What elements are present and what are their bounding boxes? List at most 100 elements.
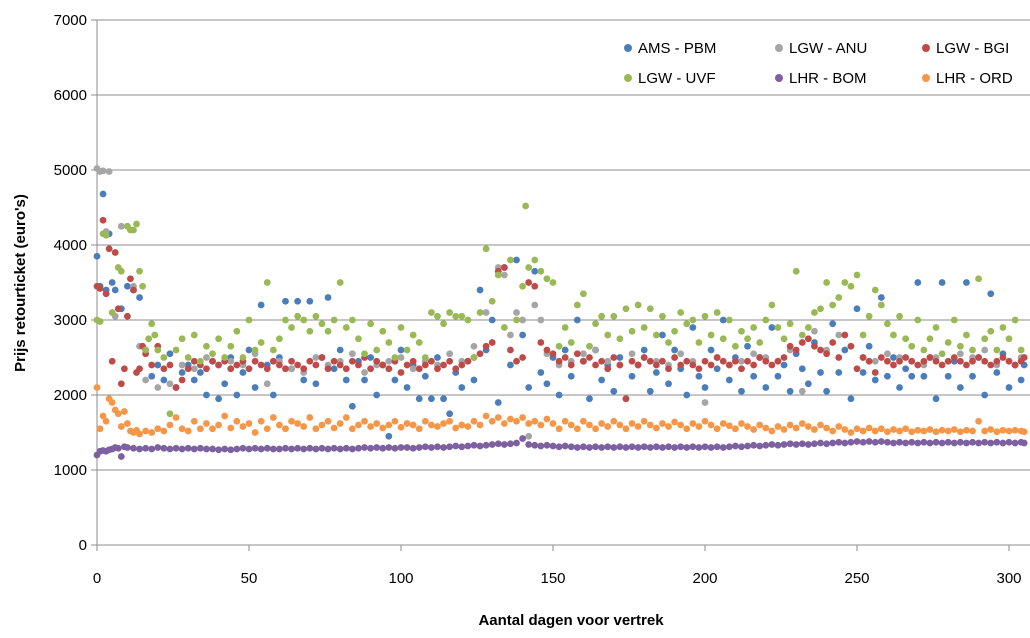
data-point (622, 425, 630, 433)
data-point (859, 369, 867, 376)
data-point (592, 346, 599, 354)
data-point (145, 335, 153, 343)
data-point (203, 391, 210, 399)
data-point (397, 423, 405, 431)
data-point (598, 357, 606, 365)
data-point (148, 445, 156, 453)
data-point (981, 335, 989, 343)
data-point (172, 444, 180, 452)
series-5 (93, 384, 1028, 438)
data-point (488, 441, 496, 448)
data-point (598, 444, 606, 451)
data-point (209, 445, 216, 453)
data-point (677, 309, 685, 316)
data-point (780, 441, 788, 448)
series-0 (93, 190, 1028, 440)
data-point (117, 423, 125, 430)
data-point (640, 324, 648, 331)
data-points (93, 165, 1028, 460)
data-point (500, 324, 508, 331)
data-point (306, 414, 314, 421)
series-2 (93, 216, 1028, 403)
data-point (148, 372, 156, 380)
data-point (573, 425, 581, 433)
data-point (421, 443, 429, 451)
data-point (403, 361, 411, 369)
data-point (835, 294, 843, 301)
data-point (732, 425, 739, 433)
data-point (701, 312, 709, 320)
data-point (203, 420, 210, 427)
data-point (725, 361, 733, 369)
data-point (732, 357, 739, 365)
data-point (659, 357, 666, 365)
data-point (908, 342, 916, 350)
data-point (969, 346, 976, 354)
data-point (993, 438, 1001, 446)
data-point (792, 441, 800, 448)
data-point (300, 376, 308, 384)
data-point (136, 294, 143, 301)
data-point (166, 380, 174, 388)
data-point (166, 350, 174, 358)
data-point (750, 324, 758, 331)
data-point (114, 444, 122, 452)
data-point (452, 365, 460, 373)
data-point (446, 417, 454, 425)
data-point (415, 444, 423, 451)
data-point (403, 346, 411, 354)
data-point (160, 365, 168, 373)
data-point (969, 372, 976, 380)
data-point (604, 357, 612, 365)
data-point (877, 438, 885, 445)
data-point (373, 444, 381, 451)
data-point (428, 395, 435, 403)
data-point (263, 444, 271, 452)
data-point (920, 372, 928, 380)
data-point (665, 423, 672, 430)
data-point (282, 316, 289, 324)
data-point (525, 384, 533, 391)
data-point (963, 361, 970, 369)
data-point (938, 426, 946, 434)
data-point (306, 327, 314, 335)
data-point (324, 365, 332, 373)
data-point (452, 424, 460, 432)
data-point (269, 391, 277, 399)
data-point (938, 361, 946, 369)
data-point (434, 312, 441, 320)
y-tick-label: 0 (79, 537, 87, 554)
data-point (993, 428, 1001, 436)
data-point (519, 316, 526, 324)
data-point (628, 350, 636, 358)
data-point (525, 432, 533, 440)
data-point (1011, 316, 1019, 324)
data-point (671, 327, 678, 335)
data-point (428, 444, 435, 451)
data-point (306, 444, 314, 452)
data-point (133, 220, 140, 228)
data-point (671, 354, 678, 361)
data-point (190, 445, 198, 453)
data-point (756, 339, 764, 346)
gridlines (97, 19, 1030, 471)
data-point (1005, 427, 1013, 435)
data-point (190, 376, 198, 384)
data-point (531, 301, 539, 309)
data-point (762, 384, 770, 391)
data-point (549, 279, 557, 286)
data-point (458, 421, 466, 429)
data-point (841, 279, 849, 286)
data-point (762, 316, 770, 324)
data-point (263, 380, 271, 388)
data-point (379, 424, 387, 432)
data-point (96, 318, 104, 325)
data-point (367, 423, 374, 430)
data-point (622, 395, 630, 403)
data-point (397, 444, 405, 451)
data-point (507, 361, 514, 369)
data-point (774, 357, 782, 365)
data-point (987, 426, 995, 433)
data-point (634, 361, 642, 369)
data-point (324, 445, 332, 453)
